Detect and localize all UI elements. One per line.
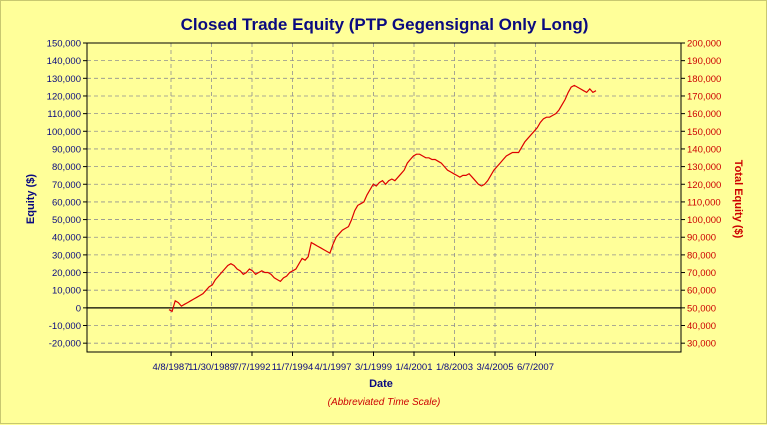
y-tick-label: 60,000 <box>52 197 81 208</box>
chart-title: Closed Trade Equity (PTP Gegensignal Onl… <box>180 15 589 34</box>
x-tick-label: 11/7/1994 <box>272 362 314 373</box>
y2-tick-label: 30,000 <box>687 339 716 350</box>
y-tick-label: 100,000 <box>47 127 81 138</box>
y-tick-label: 110,000 <box>47 109 81 120</box>
y-axis-label: Equity ($) <box>25 174 37 224</box>
y2-tick-label: 40,000 <box>687 321 716 332</box>
y2-tick-label: 140,000 <box>687 144 721 155</box>
y2-tick-label: 150,000 <box>687 127 721 138</box>
y-tick-label: 80,000 <box>52 162 81 173</box>
equity-series-line <box>168 84 597 313</box>
y2-tick-label: 70,000 <box>687 268 716 279</box>
y2-tick-label: 110,000 <box>687 197 721 208</box>
y2-tick-label: 170,000 <box>687 91 721 102</box>
x-tick-label: 7/7/1992 <box>234 362 271 373</box>
y-tick-label: 50,000 <box>52 215 81 226</box>
x-tick-label: 3/1/1999 <box>355 362 392 373</box>
y-tick-label: 120,000 <box>47 91 81 102</box>
y-tick-label: 140,000 <box>47 56 81 67</box>
time-scale-note: (Abbreviated Time Scale) <box>328 397 441 408</box>
y-tick-label: 40,000 <box>52 233 81 244</box>
y2-tick-label: 120,000 <box>687 180 721 191</box>
y2-tick-label: 160,000 <box>687 109 721 120</box>
x-tick-label: 1/4/2001 <box>396 362 433 373</box>
y2-tick-label: 180,000 <box>687 74 721 85</box>
x-tick-label: 3/4/2005 <box>477 362 514 373</box>
y2-tick-label: 60,000 <box>687 286 716 297</box>
y-tick-label: 0 <box>76 303 81 314</box>
x-tick-label: 6/7/2007 <box>517 362 554 373</box>
y2-tick-label: 130,000 <box>687 162 721 173</box>
x-tick-label: 1/8/2003 <box>436 362 473 373</box>
x-tick-label: 4/8/1987 <box>153 362 190 373</box>
y-tick-label: -10,000 <box>49 321 81 332</box>
x-tick-label: 11/30/1989 <box>188 362 235 373</box>
y-tick-label: 10,000 <box>52 286 81 297</box>
x-axis-label: Date <box>369 378 393 390</box>
y2-tick-label: 80,000 <box>687 250 716 261</box>
y-tick-label: 20,000 <box>52 268 81 279</box>
y2-tick-label: 190,000 <box>687 56 721 67</box>
y2-tick-label: 50,000 <box>687 303 716 314</box>
y-tick-label: 70,000 <box>52 180 81 191</box>
y-tick-label: 30,000 <box>52 250 81 261</box>
y-tick-label: 130,000 <box>47 74 81 85</box>
y2-tick-label: 200,000 <box>687 39 721 50</box>
x-tick-label: 4/1/1997 <box>315 362 352 373</box>
y-tick-label: 90,000 <box>52 144 81 155</box>
y-tick-label: 150,000 <box>47 39 81 50</box>
y2-tick-label: 90,000 <box>687 233 716 244</box>
y2-tick-label: 100,000 <box>687 215 721 226</box>
y2-axis-label: Total Equity ($) <box>732 160 744 239</box>
plot-area <box>86 42 682 353</box>
y-tick-label: -20,000 <box>49 339 81 350</box>
